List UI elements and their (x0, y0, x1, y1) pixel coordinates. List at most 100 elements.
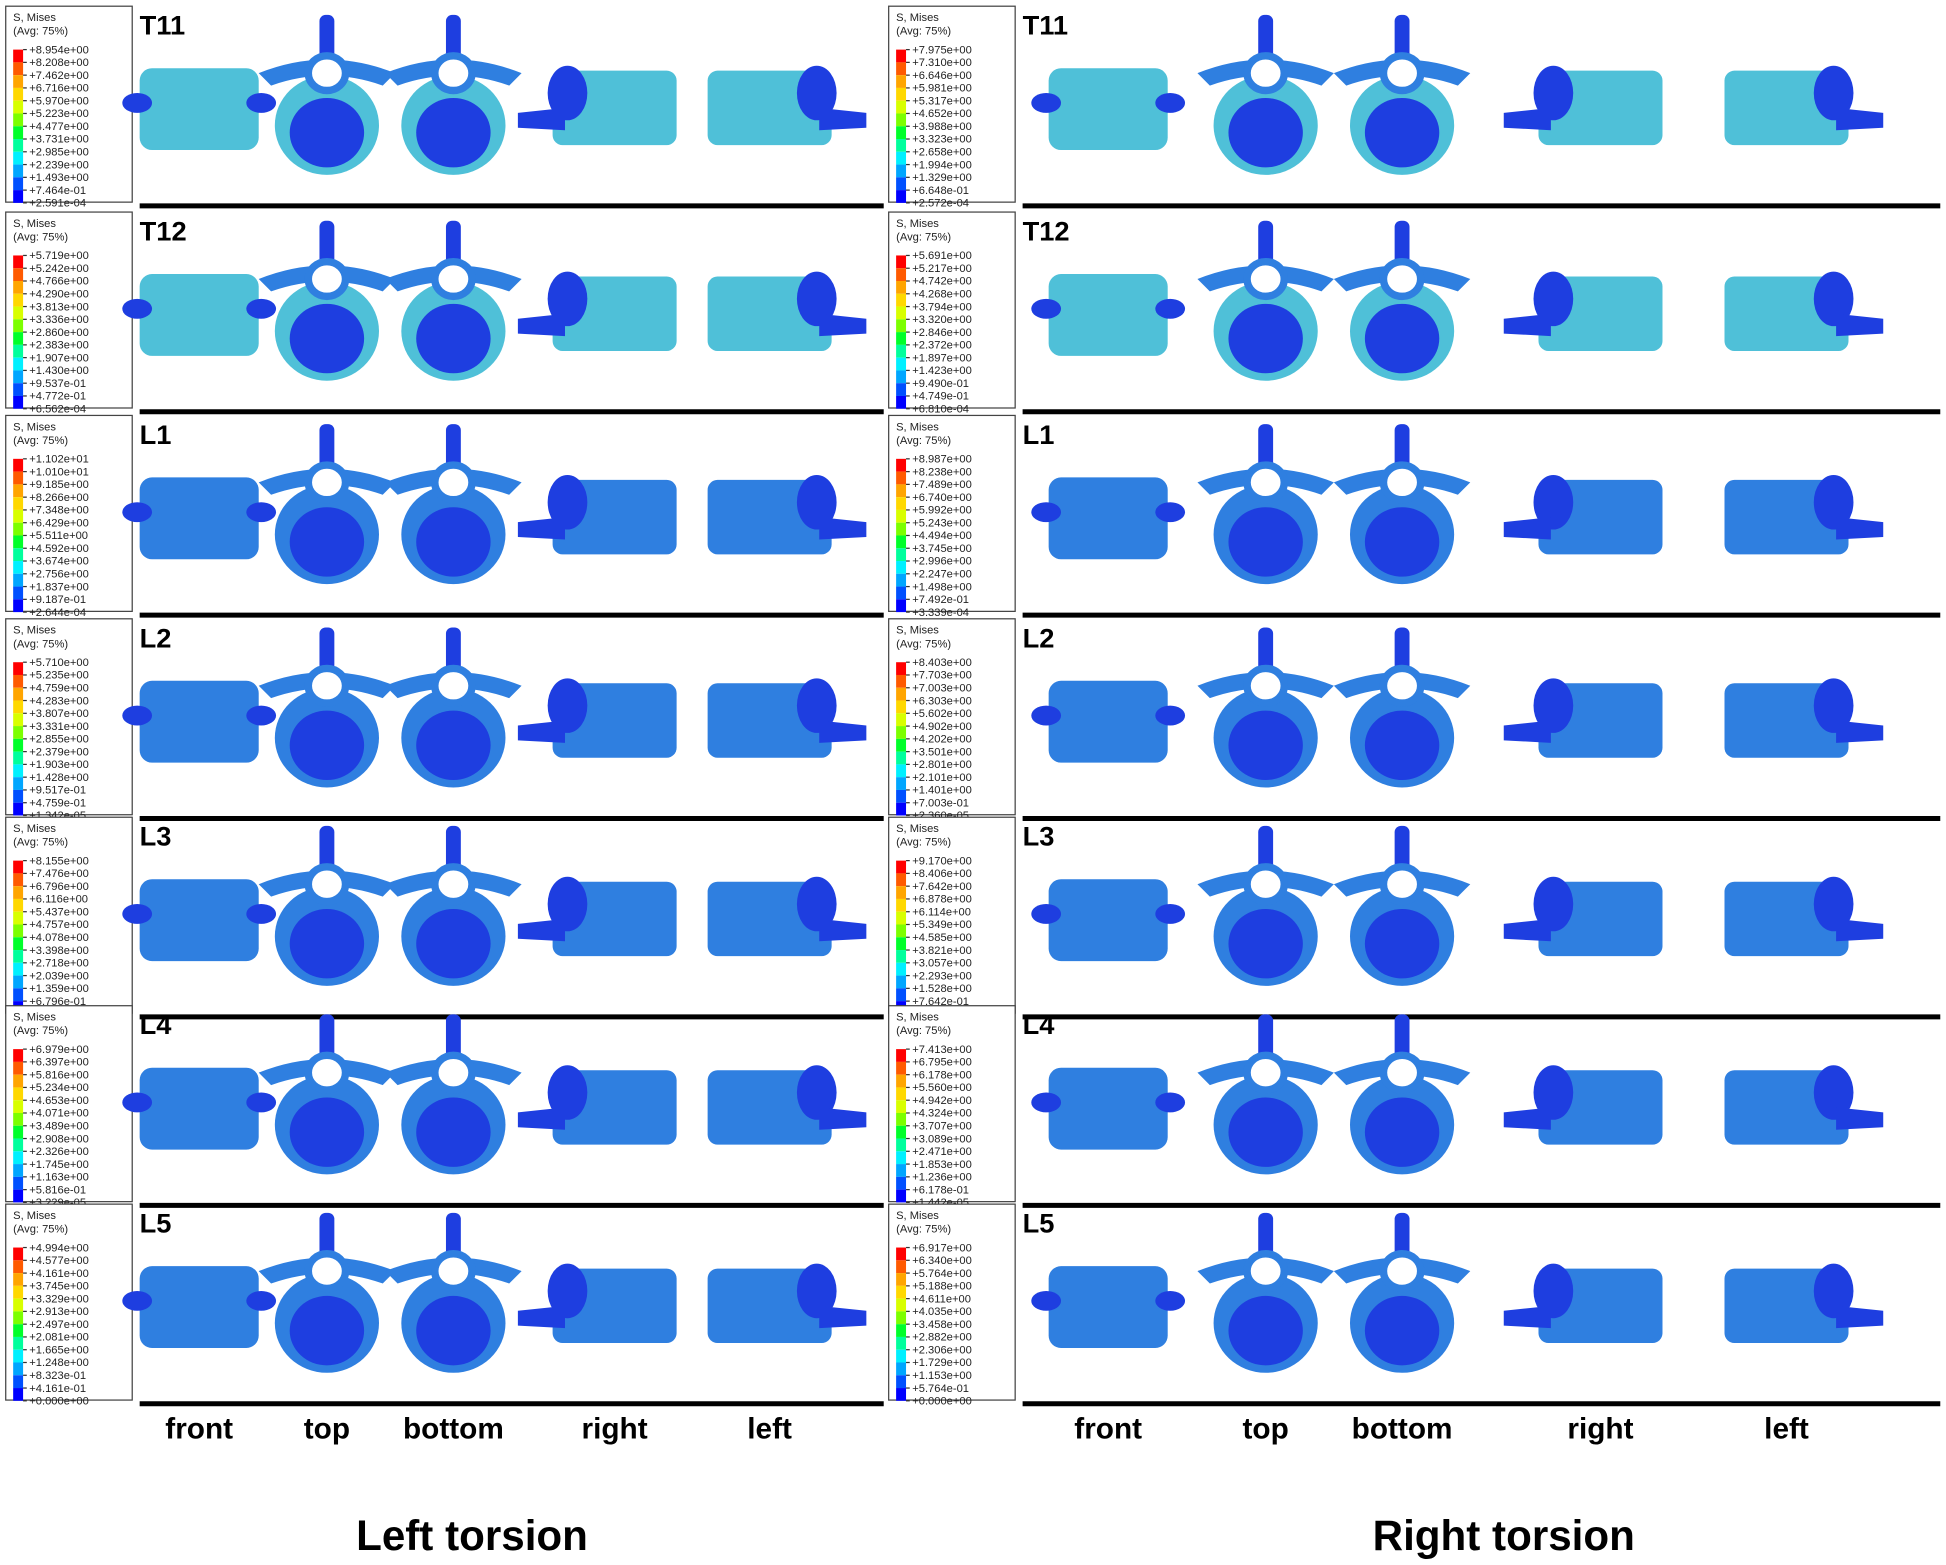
colorbar-band (896, 177, 907, 191)
process (1836, 1107, 1884, 1130)
colorbar-band (896, 764, 907, 778)
spinous-process (1258, 1014, 1274, 1065)
legend-value: +7.975e+00 (912, 44, 972, 56)
colorbar-band (896, 1061, 907, 1075)
canal (304, 52, 350, 95)
canal (1243, 1051, 1288, 1094)
process (1155, 93, 1186, 113)
spinous-process (1258, 220, 1274, 271)
colorbar-band (13, 126, 24, 140)
colorbar-band (13, 1125, 24, 1139)
colorbar-band (13, 87, 24, 101)
canal (1379, 257, 1425, 301)
view-label: right (582, 1413, 648, 1446)
colorbar-band (13, 522, 24, 536)
colorbar-band (13, 751, 24, 765)
colorbar-band (13, 687, 24, 701)
spinous-process (1258, 14, 1274, 65)
colorbar-band (896, 898, 907, 912)
colorbar-band (13, 383, 24, 396)
pedicle (547, 1263, 588, 1319)
process (1155, 502, 1186, 523)
process (1155, 298, 1186, 319)
colorbar-band (13, 1112, 24, 1126)
colorbar-band (13, 573, 24, 587)
process (246, 298, 277, 319)
level-row: S, Mises(Avg: 75%)+6.917e+00+6.340e+00+5… (888, 1203, 1941, 1408)
legend-value: +7.489e+00 (912, 479, 972, 491)
legend-value: +6.562e-04 (29, 403, 86, 415)
vertebra-front (139, 68, 259, 151)
colorbar-band (13, 1138, 24, 1152)
process (1031, 904, 1062, 924)
legend-box (888, 1005, 1016, 1203)
legend-value: +1.665e+00 (29, 1344, 89, 1356)
colorbar-band (13, 937, 24, 951)
level-row: S, Mises(Avg: 75%)+6.979e+00+6.397e+00+5… (5, 1005, 884, 1209)
colorbar-band (13, 306, 24, 320)
endplate (289, 1295, 365, 1366)
spinous-process (319, 424, 335, 474)
pedicle (1533, 271, 1574, 327)
colorbar-band (896, 573, 907, 587)
colorbar-band (13, 911, 24, 925)
colorbar-band (896, 687, 907, 701)
colorbar-band (13, 1151, 24, 1165)
canal (304, 1250, 350, 1293)
process (1836, 517, 1884, 540)
spinous-process (319, 1212, 335, 1263)
canal (1379, 461, 1425, 504)
colorbar-band (13, 75, 24, 88)
legend-value: +2.247e+00 (912, 569, 972, 581)
process (517, 1305, 566, 1329)
colorbar-band (13, 789, 24, 803)
canal (304, 461, 350, 504)
spinous-process (445, 220, 461, 271)
level-row: S, Mises(Avg: 75%)+9.170e+00+8.406e+00+7… (888, 816, 1941, 1021)
view-label: left (1764, 1413, 1809, 1446)
legend-value: +1.498e+00 (912, 581, 972, 593)
colorbar-band (13, 344, 24, 358)
legend-value: +5.242e+00 (29, 263, 89, 275)
colorbar-band (896, 458, 907, 472)
colorbar-band (896, 255, 907, 269)
process (517, 107, 566, 131)
legend-value: +9.490e-01 (912, 378, 969, 390)
endplate (1364, 303, 1440, 374)
level-label: L5 (140, 1208, 172, 1239)
colorbar-band (13, 1260, 24, 1274)
legend-value: +4.592e+00 (29, 543, 89, 555)
colorbar-band (13, 777, 24, 790)
legend-value: +5.223e+00 (29, 108, 89, 120)
legend-value: +2.306e+00 (912, 1344, 972, 1356)
level-row: S, Mises(Avg: 75%)+5.691e+00+5.217e+00+4… (888, 211, 1941, 415)
pedicle (796, 65, 837, 121)
spinous-process (445, 627, 461, 678)
legend-value: +4.942e+00 (912, 1095, 972, 1107)
legend-value: +6.178e+00 (912, 1069, 972, 1081)
legend-value: +2.718e+00 (29, 958, 89, 970)
level-label: L3 (140, 821, 172, 852)
canal (1243, 461, 1288, 504)
legend-value: +2.383e+00 (29, 340, 89, 352)
legend-value: +3.398e+00 (29, 945, 89, 957)
colorbar-band (13, 1336, 24, 1350)
colorbar-band (896, 1349, 907, 1363)
colorbar-band (896, 1273, 907, 1286)
legend-value: +4.477e+00 (29, 121, 89, 133)
process (1503, 1107, 1551, 1130)
endplate (416, 97, 491, 168)
legend-box (888, 618, 1016, 816)
legend-value: +6.878e+00 (912, 894, 972, 906)
legend-value: +6.114e+00 (912, 906, 971, 918)
colorbar-band (896, 751, 907, 765)
colorbar-band (13, 548, 24, 562)
view-label: front (165, 1413, 233, 1446)
process (1503, 313, 1551, 337)
colorbar-band (13, 509, 24, 523)
endplate (289, 1097, 365, 1167)
level-label: L1 (140, 419, 172, 450)
pedicle (1533, 65, 1574, 121)
legend-value: +7.476e+00 (29, 868, 89, 880)
colorbar-band (13, 674, 24, 688)
